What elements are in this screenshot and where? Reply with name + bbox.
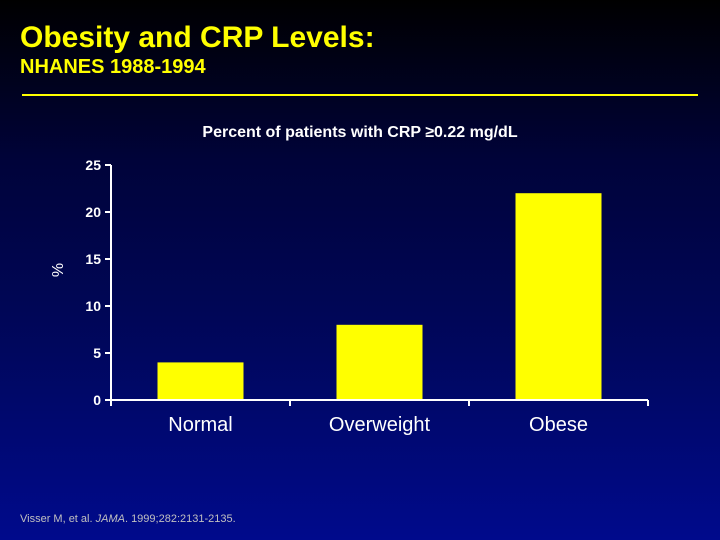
slide-title: Obesity and CRP Levels: (20, 21, 375, 54)
axes-layer (110, 165, 649, 406)
chart-title: Percent of patients with CRP ≥0.22 mg/dL (202, 124, 517, 141)
y-tick-label: 20 (85, 204, 101, 220)
citation: Visser M, et al. JAMA. 1999;282:2131-213… (20, 513, 236, 526)
x-tick-label-obese: Obese (529, 414, 588, 436)
bar-overweight (336, 324, 423, 400)
x-labels-layer: Normal Overweight Obese (168, 414, 588, 436)
y-tick-label: 0 (93, 392, 101, 408)
x-tick-label-overweight: Overweight (329, 414, 431, 436)
y-tick-label: 25 (85, 157, 101, 173)
citation-authors: Visser M, et al. (20, 513, 96, 525)
x-tick-label-normal: Normal (168, 414, 232, 436)
citation-details: . 1999;282:2131-2135. (124, 513, 236, 525)
bar-obese (515, 193, 602, 400)
citation-journal: JAMA (95, 513, 125, 525)
y-tick-label: 15 (85, 251, 101, 267)
bar-normal (157, 362, 244, 400)
y-tick-label: 10 (85, 298, 101, 314)
y-ticks-layer: 0 5 10 15 20 25 (85, 157, 111, 408)
title-divider (22, 94, 698, 96)
y-tick-label: 5 (93, 345, 101, 361)
slide-subtitle: NHANES 1988-1994 (20, 56, 206, 78)
y-axis-label: % (50, 263, 67, 277)
bars-layer (157, 193, 602, 400)
